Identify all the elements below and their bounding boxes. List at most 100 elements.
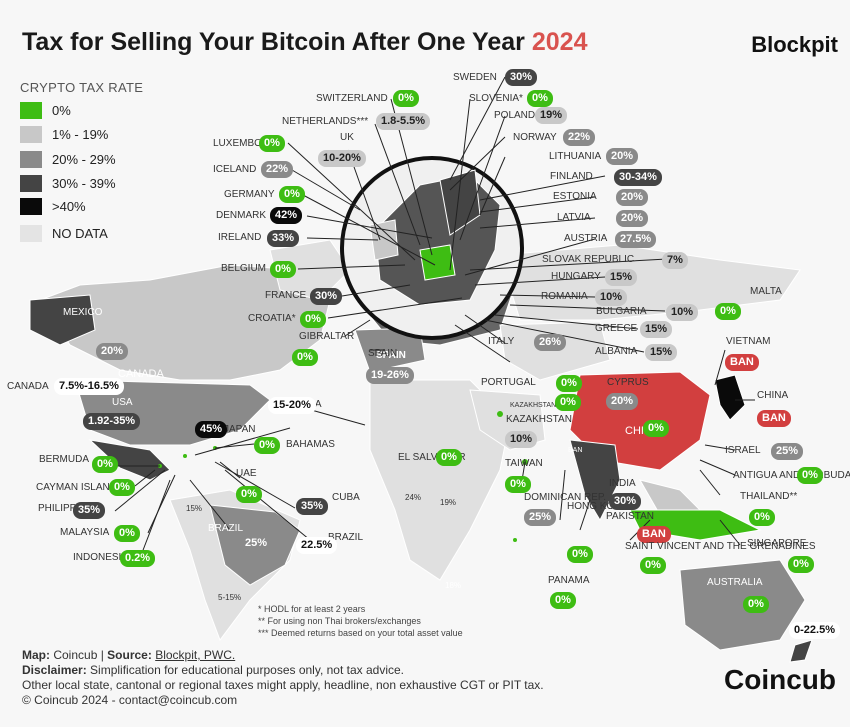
country-rate-cayman-islands: 0% <box>109 479 135 496</box>
footer-sources: Map: Coincub | Source: Blockpit, PWC. <box>22 648 236 662</box>
country-name-china: CHINA <box>757 390 789 401</box>
leader-lines <box>95 76 755 559</box>
country-rate-singapore: 0% <box>788 556 814 573</box>
country-name-bahamas: BAHAMAS <box>286 439 335 450</box>
legend-label-2: 20% - 29% <box>52 152 116 167</box>
country-rate-ireland: 33% <box>267 230 300 247</box>
country-name-austria: AUSTRIA <box>564 233 608 244</box>
country-name-romania: ROMANIA <box>541 291 588 302</box>
australia-inline-label: AUSTRALIA <box>707 577 763 588</box>
country-rate-latvia: 20% <box>616 210 649 227</box>
country-rate-south-korea: 20% <box>96 343 129 360</box>
country-rate-jamaica: 25% <box>240 535 273 552</box>
spain-inline-label: SPAIN <box>376 350 406 361</box>
country-rate-italy: 26% <box>534 334 567 351</box>
country-rate-sweden: 30% <box>505 69 538 86</box>
country-rate-seychelles: 0% <box>743 596 769 613</box>
japan-shape <box>714 374 746 421</box>
country-name-iceland: ICELAND <box>213 164 257 175</box>
country-rate-spain: 19-26% <box>366 367 414 384</box>
legend-swatch-2 <box>20 151 42 168</box>
country-name-taiwan: TAIWAN <box>505 458 543 469</box>
country-name-cayman-islands: CAYMAN ISLANDS <box>36 482 124 493</box>
country-name-cuba: CUBA <box>332 492 360 503</box>
kazakhstan-shape <box>499 321 611 381</box>
disclaimer-label: Disclaimer: <box>22 663 87 677</box>
country-name-thailand: THAILAND** <box>740 491 798 502</box>
country-rate-luxembourg: 0% <box>259 135 285 152</box>
country-name-japan: JAPAN <box>224 424 256 435</box>
country-name-bulgaria: BULGARIA <box>596 306 647 317</box>
country-rate-india: 30% <box>609 493 642 510</box>
usa-inline-label: USA <box>112 397 133 408</box>
nz-shape <box>789 639 813 663</box>
country-rate-thailand: 0% <box>749 509 775 526</box>
country-name-dominican-rep: DOMINICAN REP. <box>524 492 607 503</box>
country-rate-georgia: 0% <box>643 420 669 437</box>
legend-label-3: 30% - 39% <box>52 176 116 191</box>
country-rate-pakistan: BAN <box>637 526 671 543</box>
country-name-finland: FINLAND <box>550 171 593 182</box>
country-rate-hungary: 15% <box>605 269 638 286</box>
country-name-belgium: BELGIUM <box>221 263 267 274</box>
country-rate-slovenia: 0% <box>527 90 553 107</box>
country-name-kazakhstan: KAZAKHSTAN <box>506 414 572 425</box>
country-name-antigua-and-barbuda: ANTIGUA AND BARBUDA <box>733 470 850 481</box>
legend-swatch-1 <box>20 126 42 143</box>
footer-line2: Other local state, cantonal or regional … <box>22 678 544 692</box>
country-name-malta: MALTA <box>750 286 782 297</box>
country-name-bermuda: BERMUDA <box>39 454 90 465</box>
country-rate-panama: 0% <box>550 592 576 609</box>
legend-label-5: NO DATA <box>52 226 108 241</box>
country-name-canada: CANADA <box>7 381 49 392</box>
country-rate-denmark: 42% <box>270 207 303 224</box>
sources-link[interactable]: Blockpit, PWC. <box>155 648 236 662</box>
map-source: Coincub <box>53 648 98 662</box>
country-rate-malaysia: 0% <box>114 525 140 542</box>
greenland-shape <box>269 239 351 301</box>
country-name-slovak-republic: SLOVAK REPUBLIC <box>542 254 635 265</box>
country-name-vietnam: VIETNAM <box>726 336 771 347</box>
country-rate-canada: 7.5%-16.5% <box>54 378 124 395</box>
blockpit-logo: Blockpit <box>751 32 838 57</box>
country-rate-usa: 15-20% <box>268 397 316 414</box>
country-name-uk: UK <box>340 132 354 143</box>
note-3: *** Deemed returns based on your total a… <box>258 628 463 638</box>
country-rate-portugal: 0% <box>556 375 582 392</box>
country-rate-japan: 45% <box>195 421 228 438</box>
country-rate-romania: 10% <box>595 289 628 306</box>
country-rate-bermuda: 0% <box>92 456 118 473</box>
legend-label-1: 1% - 19% <box>52 127 109 142</box>
country-rate-germany: 0% <box>279 186 305 203</box>
country-rate-saint-vincent-and-the-grenadines: 0% <box>640 557 666 574</box>
country-rate-australia: 0-22.5% <box>789 622 840 639</box>
legend-label-4: >40% <box>52 199 86 214</box>
country-rate-dominican-rep: 25% <box>524 509 557 526</box>
country-rate-bulgaria: 10% <box>666 304 699 321</box>
country-name-denmark: DENMARK <box>216 210 267 221</box>
country-rate-slovak-republic: 7% <box>662 252 688 269</box>
legend-swatch-4 <box>20 198 42 215</box>
country-rate-poland: 19% <box>535 107 568 124</box>
country-name-slovenia: SLOVENIA* <box>469 93 523 104</box>
legend-label-0: 0% <box>52 103 71 118</box>
country-name-brazil: BRAZIL <box>328 532 364 543</box>
country-rate-el-salvador: 0% <box>436 449 462 466</box>
country-name-poland: POLAND <box>494 110 536 121</box>
country-name-pakistan: PAKISTAN <box>606 511 654 522</box>
georgia-dot <box>497 411 503 417</box>
country-rate-gibraltar: 0% <box>292 349 318 366</box>
legend-swatch-3 <box>20 175 42 192</box>
country-name-hong-kong: HONG KONG <box>567 501 630 512</box>
country-rate-greece: 15% <box>640 321 673 338</box>
country-rate-croatia: 0% <box>300 311 326 328</box>
country-rate-cuba: 35% <box>296 498 329 515</box>
legend-swatch-5 <box>20 225 42 242</box>
country-rate-uzbekistan: 0% <box>555 394 581 411</box>
country-name-cyprus: CYPRUS <box>607 377 649 388</box>
country-name-greece: GREECE <box>595 323 638 334</box>
country-name-malaysia: MALAYSIA <box>60 527 110 538</box>
country-rate-finland: 30-34% <box>614 169 662 186</box>
country-name-portugal: PORTUGAL <box>481 377 536 388</box>
